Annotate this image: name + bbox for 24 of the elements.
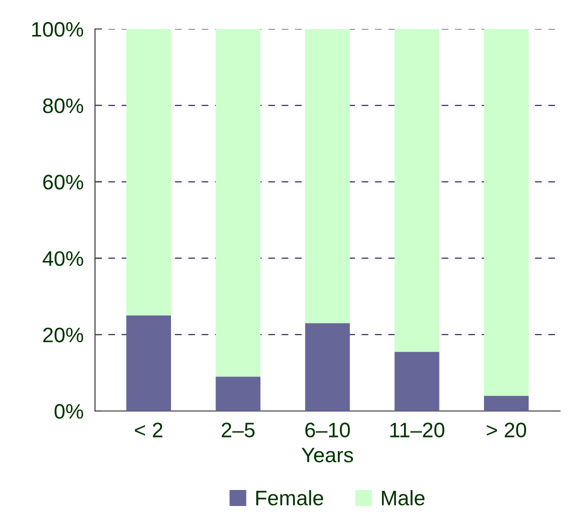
y-tick-label: 60%	[43, 174, 84, 190]
bar	[216, 376, 260, 411]
bar	[394, 29, 440, 352]
bar	[305, 323, 350, 411]
x-axis-title: Years	[302, 448, 354, 462]
bar	[305, 29, 350, 324]
bar	[394, 352, 440, 411]
y-tick-label: 20%	[43, 328, 84, 342]
legend-label: Male	[382, 490, 425, 506]
bar	[126, 316, 172, 411]
x-tick-label: 11–20	[390, 422, 444, 438]
y-tick-label: 100%	[32, 22, 84, 37]
y-tick-label: 40%	[42, 251, 84, 266]
x-tick-label: 2–5	[222, 422, 255, 438]
legend-label: Female	[256, 490, 324, 506]
x-tick-label: > 20	[486, 422, 526, 438]
bar	[484, 29, 529, 396]
y-tick-label: 80%	[43, 98, 84, 114]
bar	[484, 396, 529, 411]
x-tick-label: < 2	[134, 422, 162, 438]
x-tick-label: 6–10	[305, 422, 350, 438]
bar	[216, 29, 260, 377]
y-tick-label: 0%	[54, 404, 84, 419]
bar	[126, 29, 172, 316]
